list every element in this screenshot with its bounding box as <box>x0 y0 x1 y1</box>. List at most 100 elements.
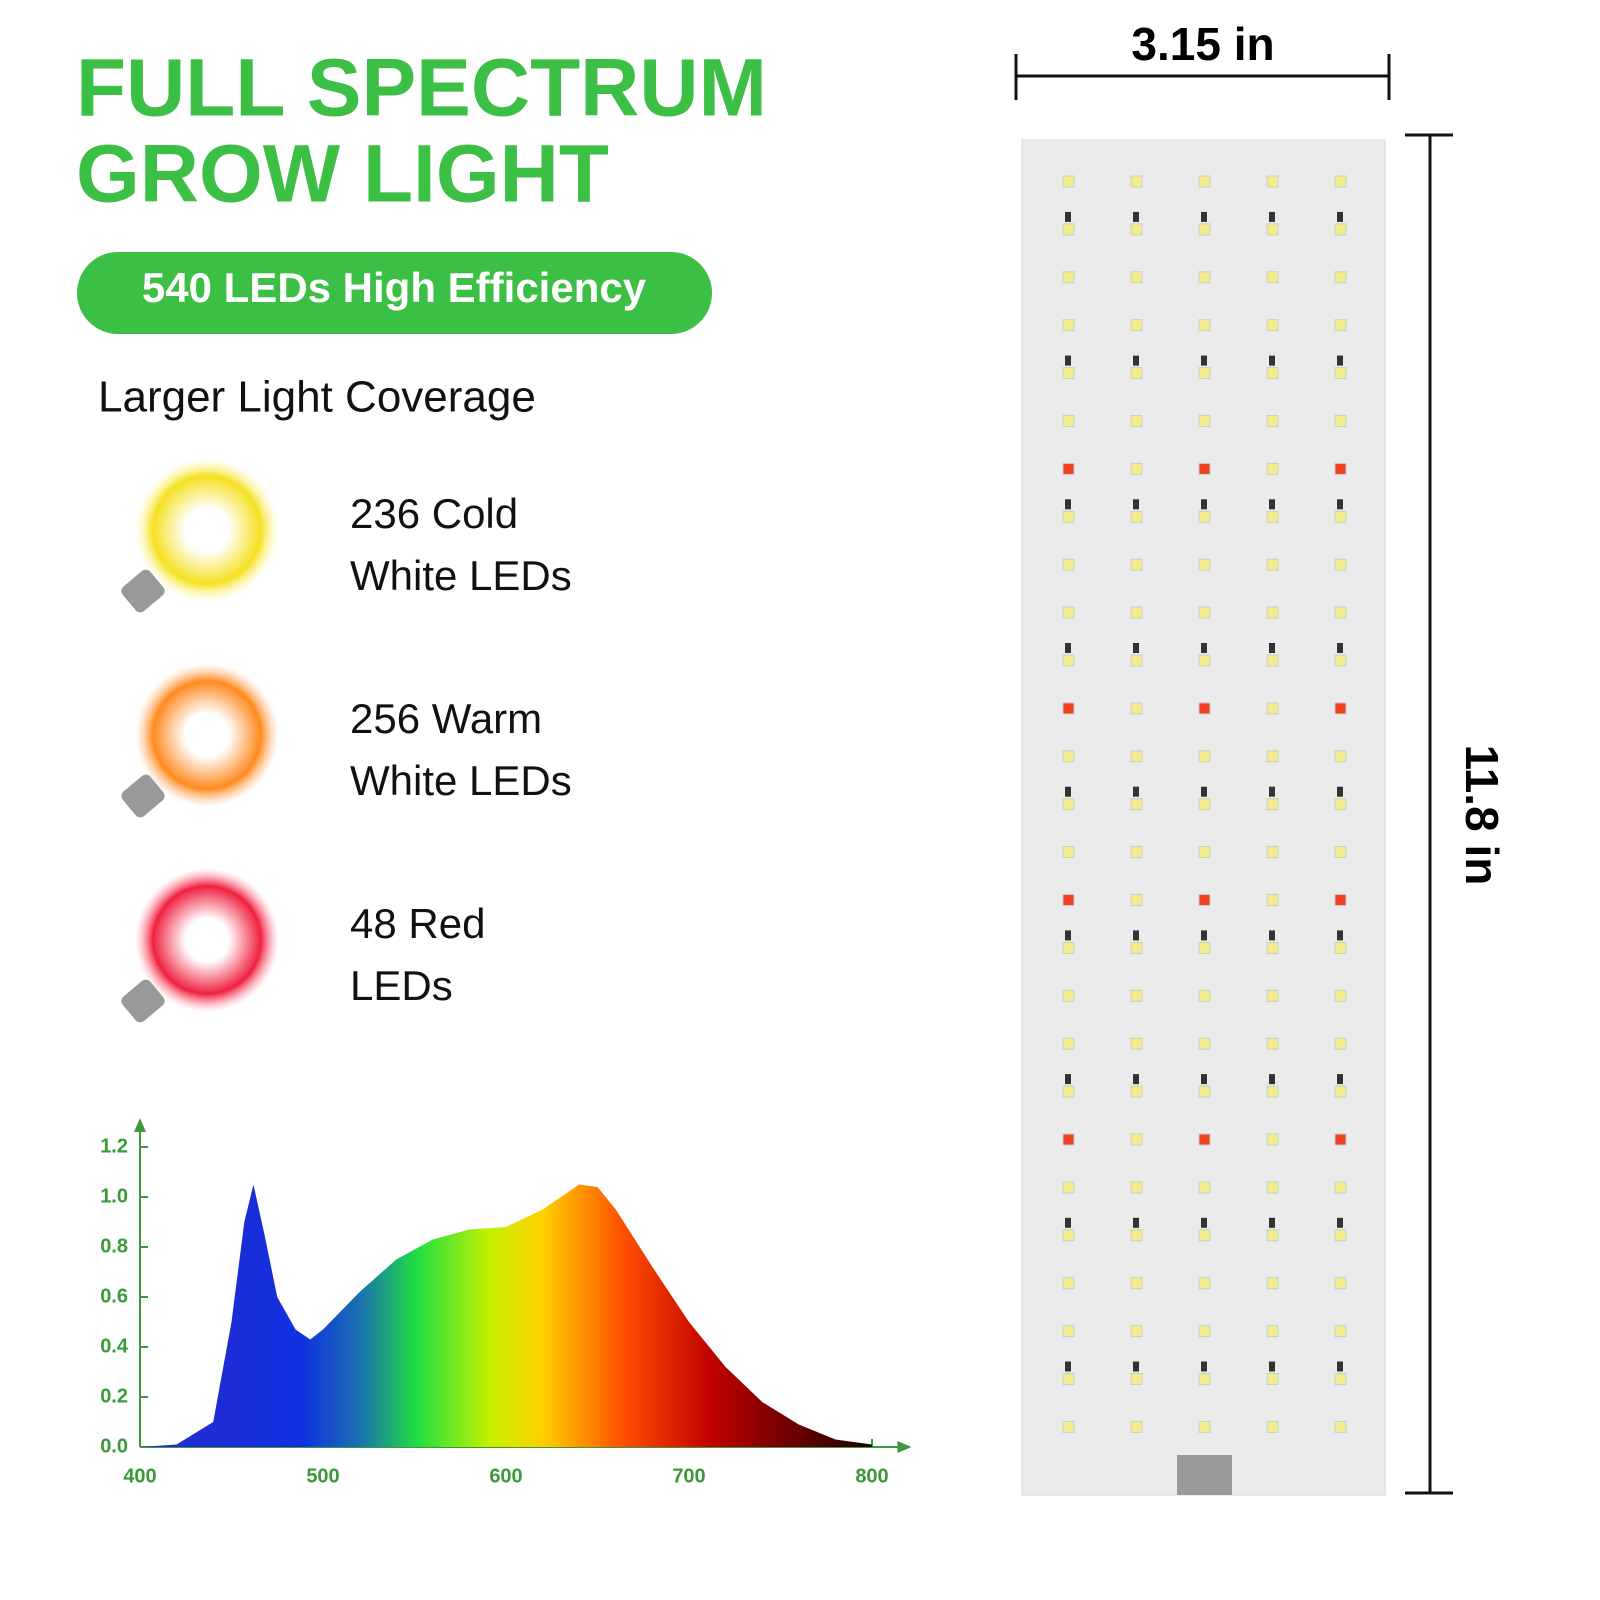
led <box>1334 175 1347 188</box>
x-tick-label: 800 <box>855 1465 888 1487</box>
led <box>1130 1277 1143 1290</box>
feature-text: 236 Cold <box>350 490 518 537</box>
led <box>1334 654 1347 667</box>
resistor <box>1269 499 1275 510</box>
resistor <box>1133 211 1139 222</box>
led <box>1062 798 1075 811</box>
resistor <box>1269 643 1275 653</box>
resistor <box>1201 1217 1207 1228</box>
led <box>1334 558 1347 571</box>
resistor <box>1337 1361 1343 1372</box>
y-tick-label: 0.4 <box>100 1335 129 1357</box>
led <box>1062 894 1075 906</box>
led <box>1130 558 1143 571</box>
led <box>1198 223 1211 236</box>
led <box>1266 894 1279 906</box>
led <box>1130 894 1143 906</box>
resistor <box>1065 786 1071 797</box>
resistor <box>1269 786 1275 797</box>
badge-text: 540 LEDs High Efficiency <box>142 264 647 311</box>
led <box>1130 1325 1143 1338</box>
led <box>1130 1181 1143 1194</box>
y-tick-label: 1.2 <box>100 1135 128 1157</box>
led <box>1062 1373 1075 1385</box>
led <box>1266 462 1279 475</box>
resistor <box>1337 786 1343 797</box>
led <box>1062 606 1075 619</box>
led <box>1266 319 1279 332</box>
led <box>1266 223 1279 236</box>
resistor <box>1065 1217 1071 1228</box>
resistor <box>1269 1217 1275 1228</box>
resistor <box>1269 211 1275 222</box>
led-board <box>1021 139 1386 1496</box>
led <box>1198 1133 1211 1146</box>
led <box>1334 989 1347 1002</box>
led <box>1198 510 1211 523</box>
led <box>1198 1037 1211 1050</box>
led <box>1198 415 1211 427</box>
led <box>1062 415 1075 427</box>
x-axis-arrow <box>897 1441 912 1453</box>
led <box>1062 319 1075 332</box>
led <box>1334 702 1347 715</box>
led <box>1130 223 1143 236</box>
led <box>1130 462 1143 475</box>
led <box>1266 989 1279 1002</box>
resistor <box>1065 1361 1071 1372</box>
led <box>1130 1420 1143 1433</box>
led <box>1334 1277 1347 1290</box>
resistor <box>1201 786 1207 797</box>
resistor <box>1201 930 1207 941</box>
led <box>1062 1229 1075 1242</box>
resistor <box>1201 1074 1207 1085</box>
led <box>1334 271 1347 284</box>
led <box>1198 989 1211 1002</box>
led <box>1334 415 1347 427</box>
led <box>1334 510 1347 523</box>
led <box>1062 462 1075 475</box>
led <box>1266 415 1279 427</box>
resistor <box>1133 1217 1139 1228</box>
led <box>1062 1277 1075 1290</box>
led <box>1130 1229 1143 1242</box>
led <box>1334 1133 1347 1146</box>
led <box>1334 750 1347 763</box>
led <box>1266 1085 1279 1098</box>
dimension-lines <box>1014 54 1453 1495</box>
led <box>1198 175 1211 188</box>
resistor <box>1201 211 1207 222</box>
resistor <box>1065 211 1071 222</box>
led <box>1130 415 1143 427</box>
led <box>1334 1037 1347 1050</box>
x-tick-label: 600 <box>489 1465 522 1487</box>
connector <box>1177 1455 1232 1495</box>
led <box>1062 175 1075 188</box>
led <box>1130 989 1143 1002</box>
bulb-base <box>121 569 165 613</box>
led <box>1334 1181 1347 1194</box>
resistor <box>1337 643 1343 653</box>
led <box>1130 1373 1143 1385</box>
led <box>1266 1373 1279 1385</box>
led <box>1334 1325 1347 1338</box>
y-tick-label: 1.0 <box>100 1185 128 1207</box>
led <box>1266 558 1279 571</box>
resistor <box>1065 643 1071 653</box>
led <box>1334 223 1347 236</box>
led <box>1130 606 1143 619</box>
led <box>1334 1085 1347 1098</box>
led <box>1198 1325 1211 1338</box>
y-tick-label: 0.2 <box>100 1385 128 1407</box>
led <box>1130 702 1143 715</box>
led <box>1198 606 1211 619</box>
led <box>1334 1229 1347 1242</box>
resistor <box>1269 1074 1275 1085</box>
title-line: GROW LIGHT <box>76 129 609 220</box>
led <box>1266 175 1279 188</box>
led <box>1130 654 1143 667</box>
led <box>1198 894 1211 906</box>
x-tick-label: 700 <box>672 1465 705 1487</box>
led <box>1062 1133 1075 1146</box>
